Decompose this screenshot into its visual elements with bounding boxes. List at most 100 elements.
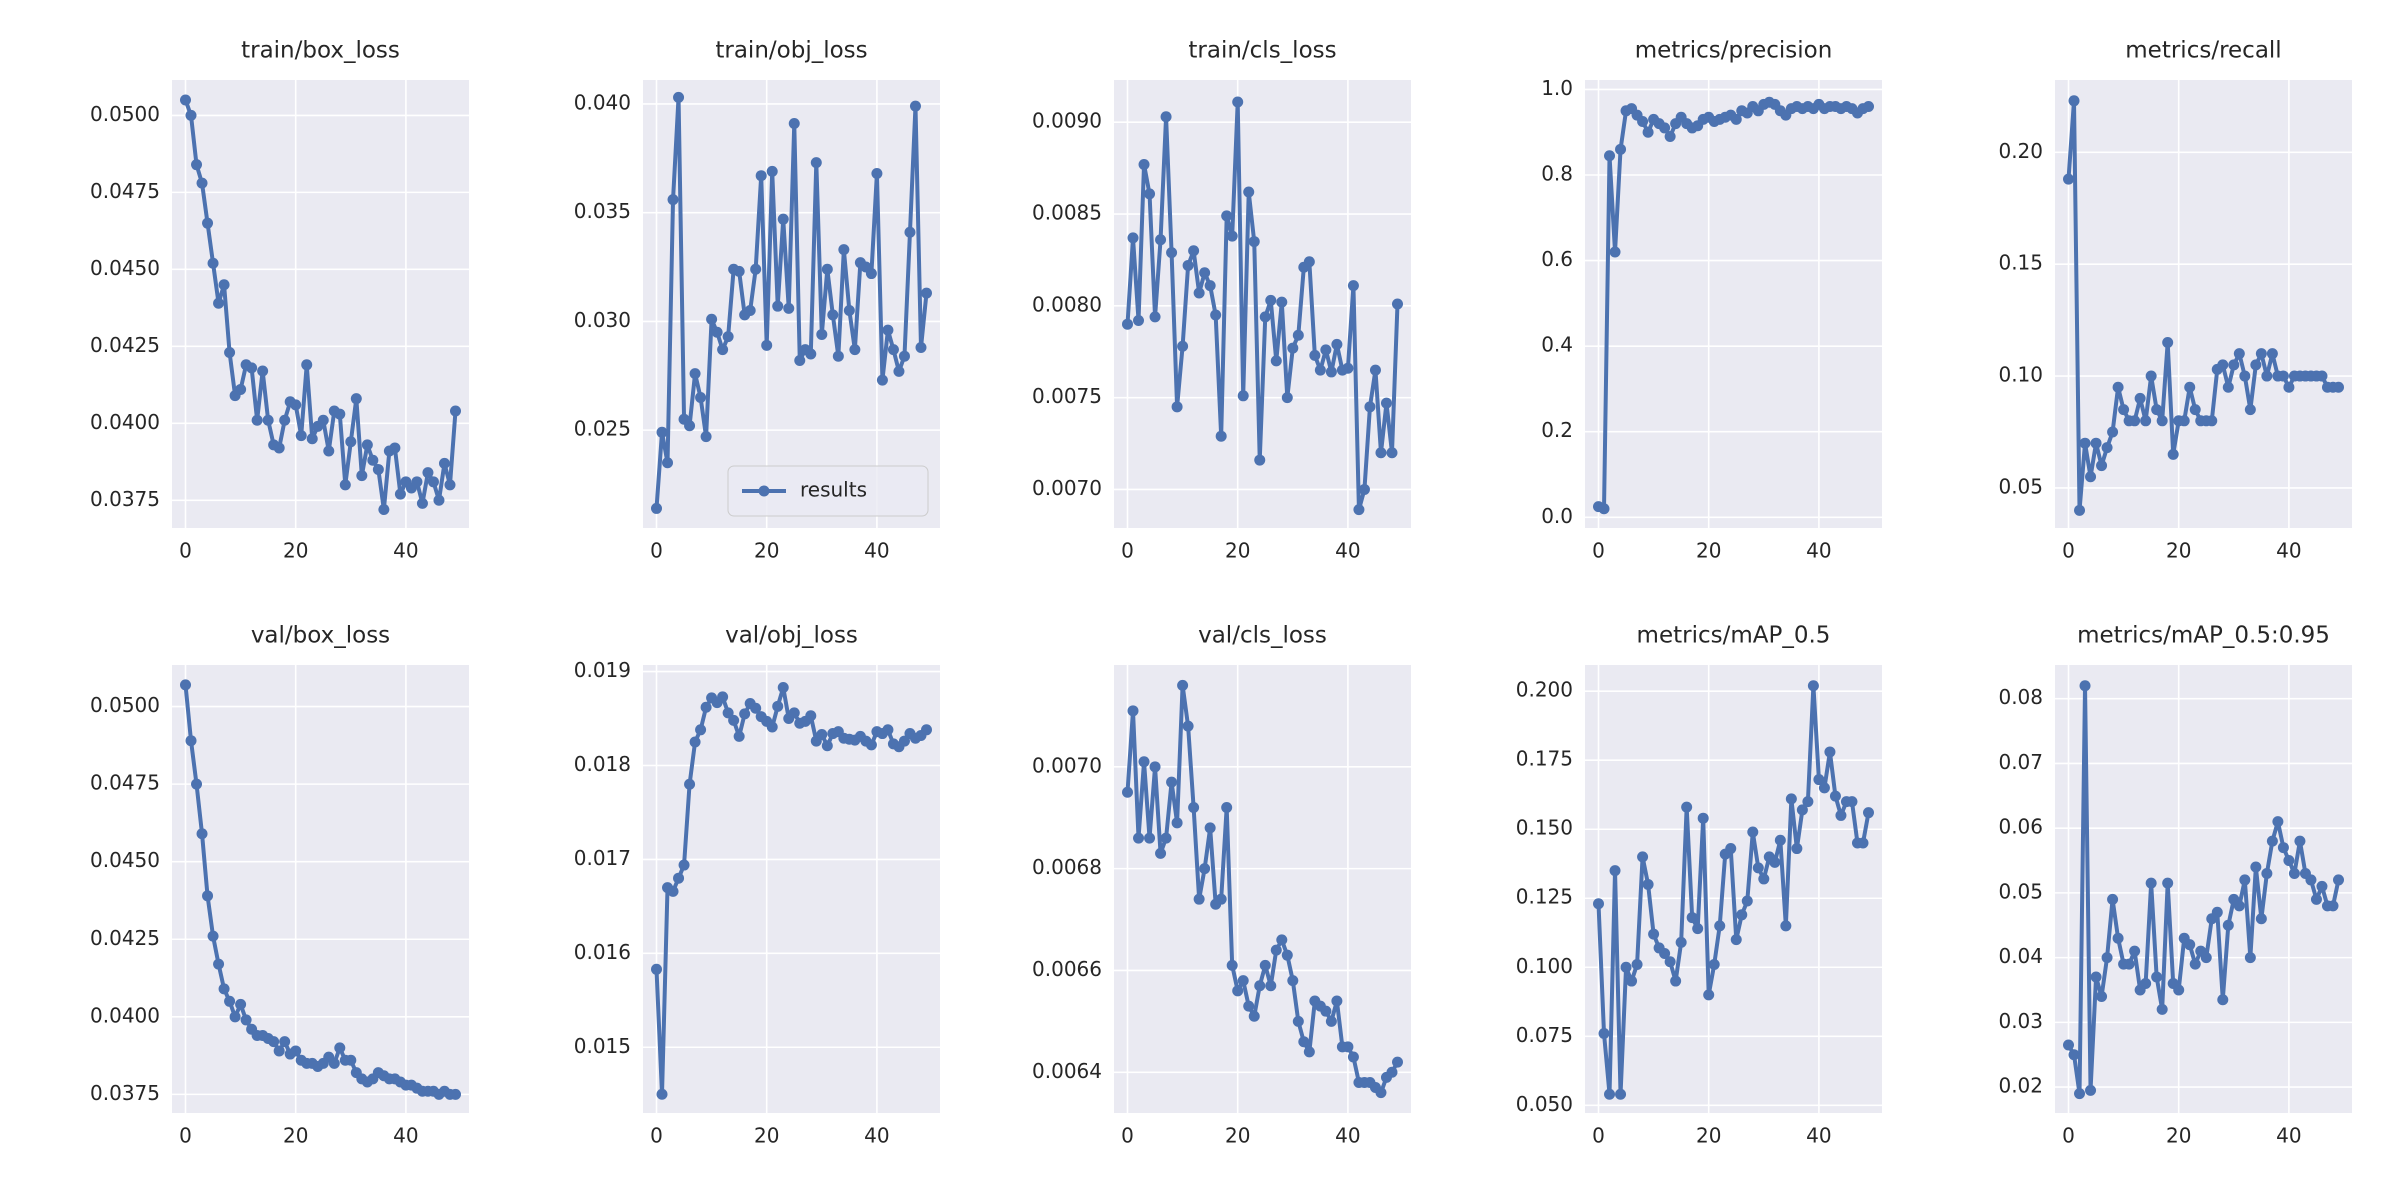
data-point — [1259, 959, 1271, 971]
subplot: metrics/mAP_0.5:0.95 0.02 0.03 0.04 0.05 0.06… — [1998, 623, 2352, 1148]
data-point — [1347, 280, 1359, 292]
data-point — [1133, 832, 1145, 844]
y-tick-label: 0.15 — [1998, 251, 2043, 275]
data-point — [1226, 959, 1238, 971]
data-point — [1303, 1046, 1315, 1058]
data-point — [700, 701, 712, 713]
data-point — [450, 1088, 461, 1100]
legend-marker — [758, 485, 770, 497]
data-point — [1736, 909, 1748, 921]
data-point — [180, 679, 191, 691]
data-point — [1392, 298, 1403, 310]
data-point — [1248, 236, 1260, 248]
y-tick-label: 0.10 — [1998, 363, 2043, 387]
y-tick-label: 1.0 — [1541, 76, 1573, 100]
data-point — [361, 439, 373, 451]
data-point — [1747, 826, 1759, 838]
data-point — [2266, 348, 2278, 360]
subplot: val/box_loss 0.0375 0.0400 0.0425 0.0450 0.04… — [90, 623, 469, 1148]
data-point — [1215, 893, 1227, 905]
data-point — [1188, 802, 1200, 814]
data-point — [1276, 934, 1288, 946]
data-point — [1774, 834, 1786, 846]
data-point — [185, 109, 197, 121]
data-point — [1204, 822, 1216, 834]
data-point — [684, 778, 696, 790]
data-point — [882, 324, 894, 336]
data-point — [2261, 867, 2273, 879]
series-line — [654, 95, 929, 509]
data-point — [733, 730, 745, 742]
data-point — [1642, 878, 1654, 890]
data-point — [1221, 802, 1233, 814]
data-point — [2333, 874, 2344, 886]
subplot-title: metrics/precision — [1635, 38, 1833, 64]
y-tick-label: 0.150 — [1516, 816, 1573, 840]
data-point — [1254, 980, 1266, 992]
data-point — [1364, 401, 1376, 413]
x-tick-label: 20 — [1225, 539, 1250, 563]
y-tick-label: 0.175 — [1516, 747, 1573, 771]
data-point — [1138, 756, 1150, 768]
data-point — [1281, 392, 1293, 404]
data-point — [1741, 895, 1753, 907]
data-point — [1149, 761, 1161, 773]
data-point — [1259, 311, 1271, 323]
data-point — [367, 454, 379, 466]
data-point — [865, 739, 877, 751]
y-tick-label: 0.08 — [1998, 685, 2043, 709]
data-point — [711, 326, 723, 338]
data-point — [898, 735, 910, 747]
data-point — [1681, 801, 1693, 813]
data-point — [1609, 246, 1621, 258]
data-point — [772, 700, 784, 712]
data-point — [2211, 906, 2223, 918]
data-point — [1193, 287, 1205, 299]
data-point — [689, 736, 701, 748]
y-tick-label: 0.017 — [574, 846, 631, 870]
data-point — [717, 691, 729, 703]
data-point — [1659, 122, 1671, 134]
x-tick-label: 0 — [1592, 539, 1605, 563]
data-point — [1604, 1088, 1616, 1100]
y-tick-label: 0.075 — [1516, 1023, 1573, 1047]
y-tick-label: 0.125 — [1516, 885, 1573, 909]
data-point — [887, 344, 899, 356]
data-point — [777, 682, 789, 694]
data-point — [832, 350, 844, 362]
data-point — [1133, 315, 1145, 327]
data-point — [1193, 893, 1205, 905]
data-point — [2250, 861, 2262, 873]
data-point — [323, 445, 335, 457]
legend-box — [727, 465, 929, 517]
data-point — [1298, 1036, 1310, 1048]
data-point — [317, 414, 329, 426]
y-tick-label: 0.06 — [1998, 815, 2043, 839]
data-point — [1829, 790, 1841, 802]
data-point — [2184, 381, 2196, 393]
data-point — [1226, 230, 1238, 242]
data-point — [2222, 381, 2234, 393]
data-point — [1188, 245, 1200, 257]
data-point — [2151, 404, 2163, 416]
data-point — [1182, 720, 1194, 732]
data-point — [2101, 952, 2113, 964]
data-point — [1664, 130, 1676, 142]
data-point — [728, 714, 740, 726]
y-tick-label: 0.07 — [1998, 750, 2043, 774]
x-tick-label: 40 — [2276, 1124, 2301, 1148]
data-point — [2140, 978, 2152, 990]
data-point — [2085, 471, 2097, 483]
data-point — [394, 488, 406, 500]
data-point — [667, 885, 679, 897]
data-point — [1780, 920, 1792, 932]
data-point — [433, 494, 445, 506]
data-point — [1331, 338, 1343, 350]
data-point — [427, 476, 439, 488]
data-point — [191, 778, 203, 790]
y-tick-label: 0.0500 — [90, 693, 160, 717]
data-point — [1210, 309, 1222, 321]
data-point — [1714, 920, 1726, 932]
data-point — [1380, 397, 1392, 409]
data-point — [1171, 401, 1183, 413]
